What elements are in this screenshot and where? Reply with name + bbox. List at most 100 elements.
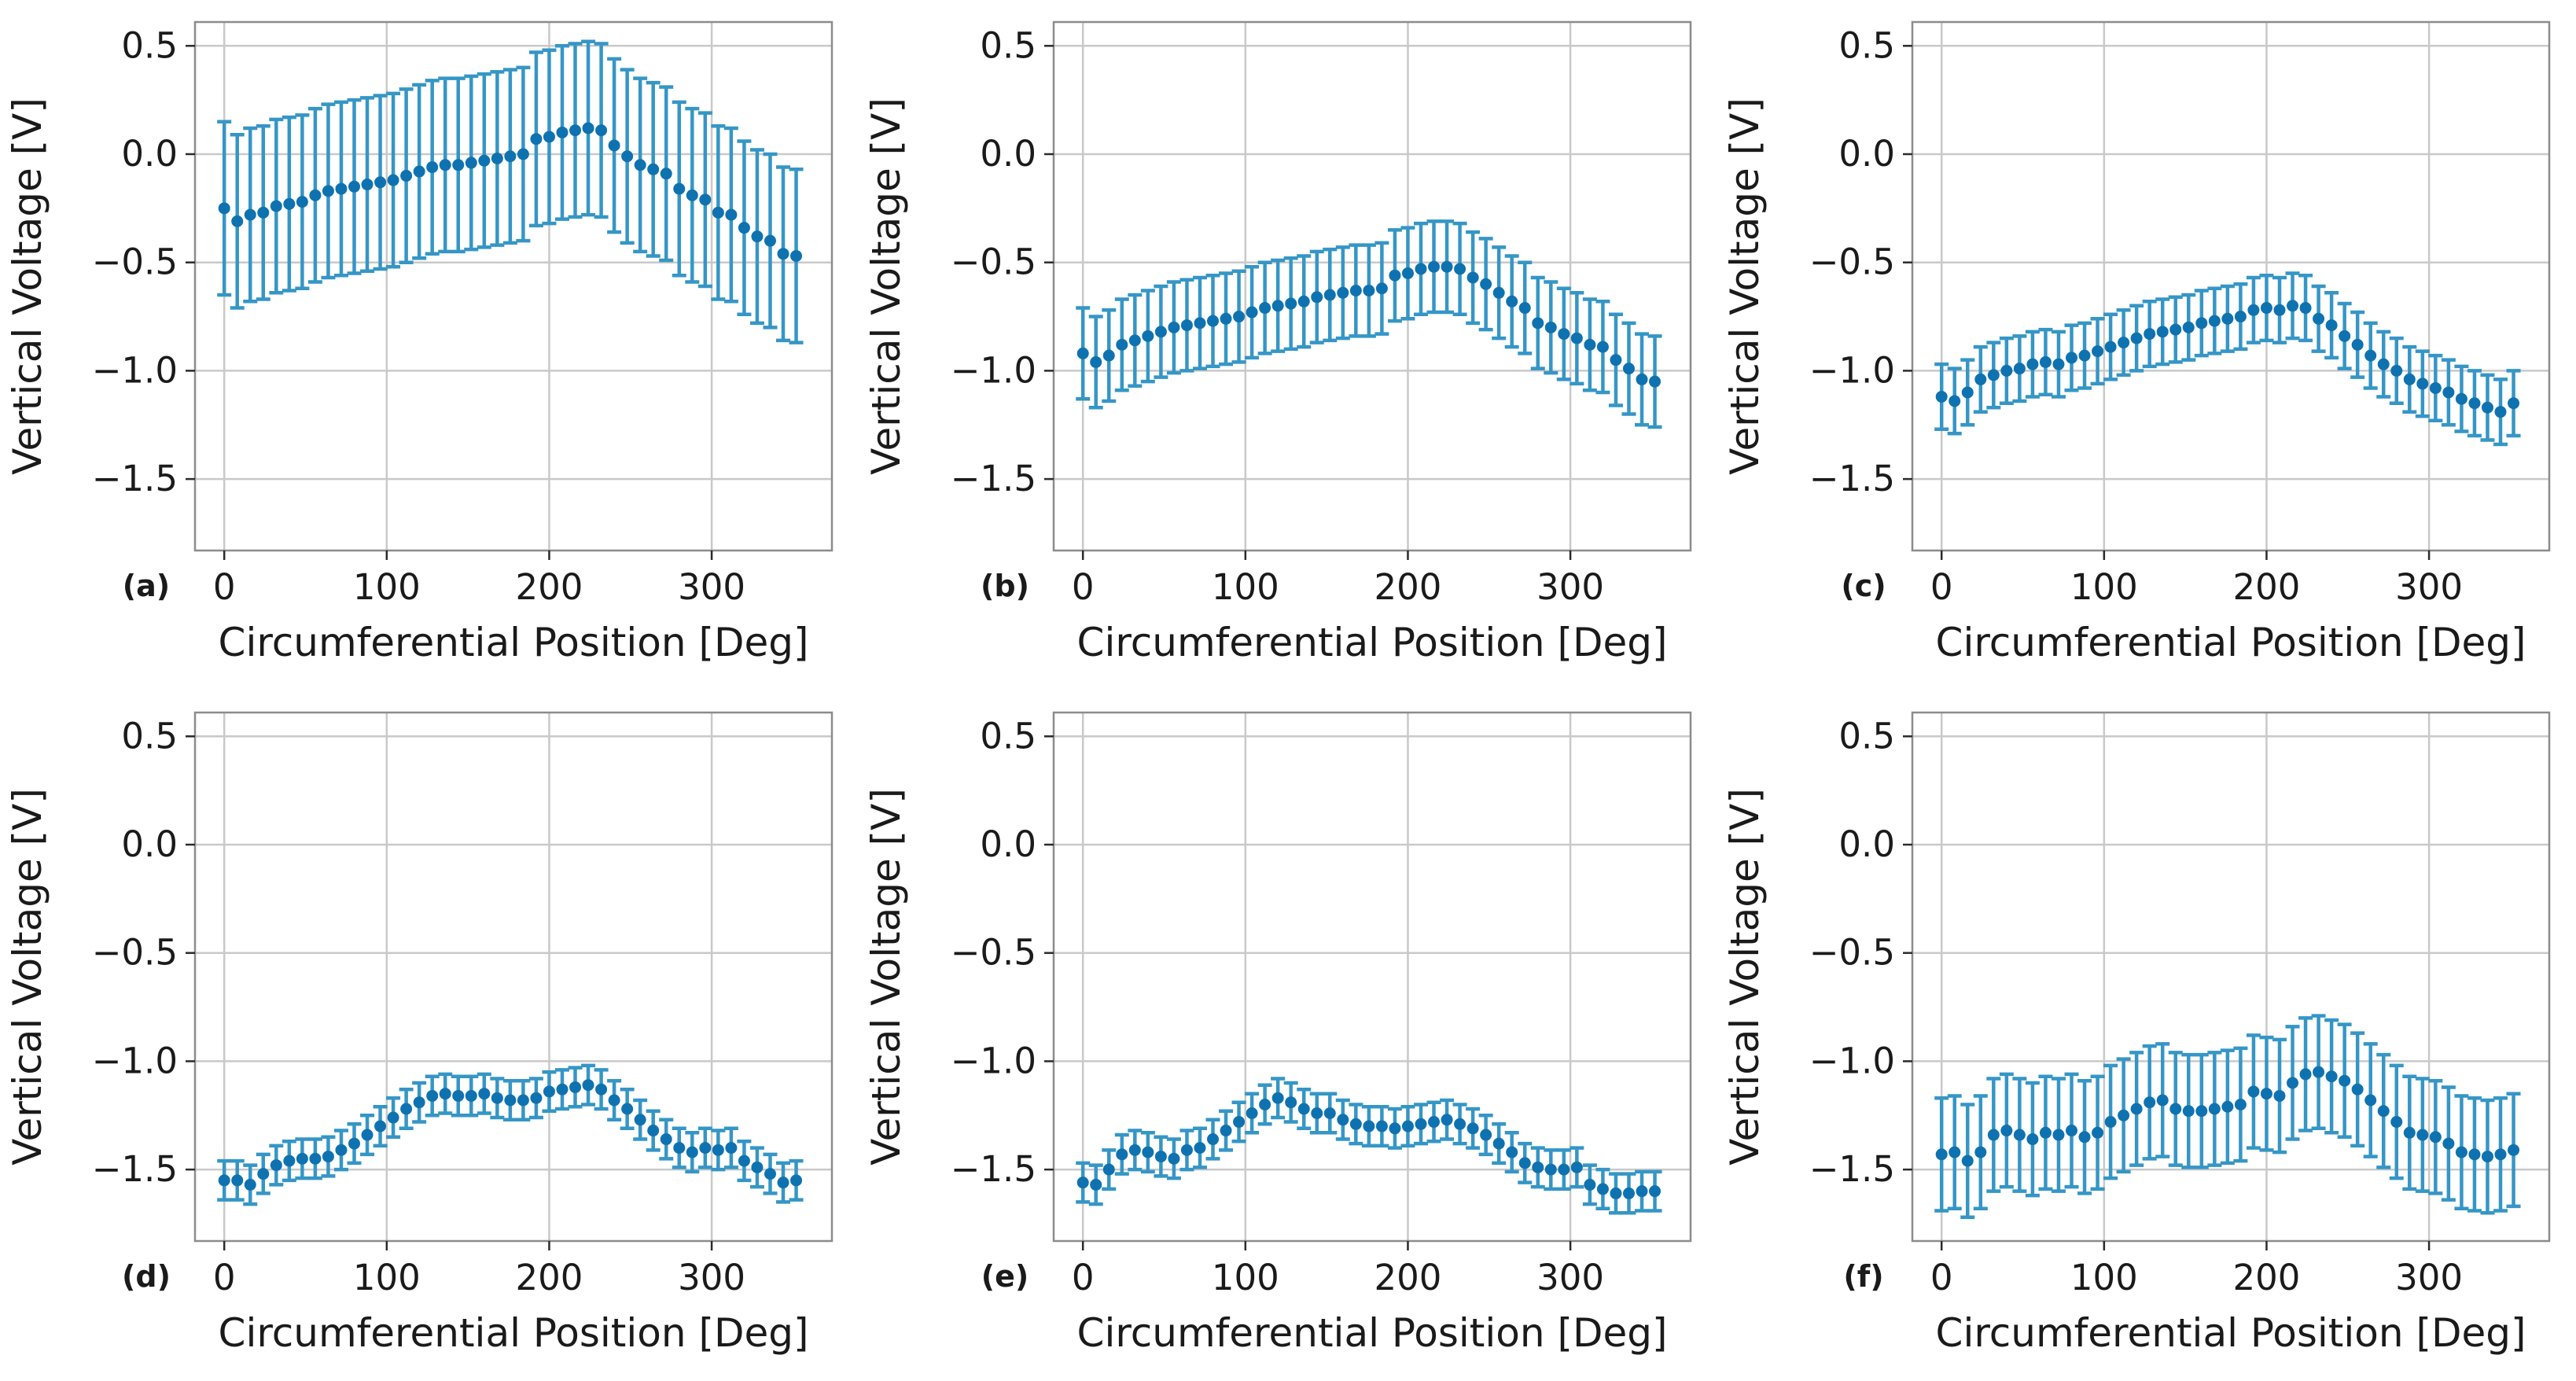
data-point <box>2481 401 2493 414</box>
data-point <box>2182 1105 2195 1118</box>
data-point <box>1466 271 1479 284</box>
data-point <box>1466 1122 1479 1135</box>
data-point <box>777 248 789 260</box>
panel-b: 0 100 200 300 0.5 0.0 −0.5 −1.0 −1.5 Vertical Vol… <box>859 0 1717 690</box>
data-point <box>1428 1116 1441 1129</box>
data-point <box>2273 304 2286 316</box>
data-point <box>2013 363 2026 375</box>
data-point <box>660 1133 672 1146</box>
data-point <box>2260 302 2272 315</box>
data-point <box>400 1103 413 1115</box>
data-point <box>1297 1103 1310 1115</box>
data-point <box>361 179 374 191</box>
data-point <box>257 1168 270 1180</box>
data-point <box>231 1174 244 1187</box>
data-point <box>491 153 503 165</box>
data-point <box>2273 1089 2286 1102</box>
data-point <box>309 1152 322 1165</box>
data-point <box>1168 1152 1180 1165</box>
data-point <box>2325 319 2338 332</box>
data-point <box>2000 364 2013 377</box>
plot-border <box>1911 20 2551 552</box>
data-point <box>1949 1146 1961 1158</box>
panel-letter: (b) <box>981 569 1029 603</box>
data-point <box>686 189 698 201</box>
data-point <box>2403 373 2416 385</box>
data-point <box>1428 260 1441 273</box>
x-tick-label: 100 <box>353 566 421 608</box>
x-tick-label: 100 <box>353 1257 421 1298</box>
data-point <box>777 1177 789 1189</box>
data-point <box>1610 1187 1622 1199</box>
data-point <box>517 148 529 160</box>
data-point <box>1142 330 1154 342</box>
data-point <box>2313 312 2325 325</box>
data-point <box>2156 1094 2169 1107</box>
data-point <box>1415 263 1427 275</box>
y-axis-label: Vertical Voltage [V] <box>1722 98 1768 475</box>
data-point <box>738 222 750 234</box>
y-tick-label: −0.5 <box>92 241 178 283</box>
x-tick-label: 300 <box>2395 566 2463 608</box>
data-point <box>2325 1070 2338 1083</box>
data-point <box>309 189 322 201</box>
data-point <box>1323 1107 1336 1120</box>
data-point <box>699 193 712 206</box>
data-point <box>1128 334 1141 347</box>
data-point <box>2260 1088 2272 1100</box>
data-point <box>1415 1118 1427 1130</box>
data-point <box>283 197 296 210</box>
x-tick-label: 200 <box>2233 1257 2301 1298</box>
data-point <box>1090 355 1102 368</box>
y-tick-label: 0.5 <box>980 24 1036 66</box>
data-point <box>2429 381 2442 394</box>
data-point <box>504 150 517 163</box>
data-point <box>1337 286 1349 299</box>
axis-ticks: 0 100 200 300 0.5 0.0 −0.5 −1.0 −1.5 <box>951 715 1604 1298</box>
data-point <box>1363 1120 1375 1132</box>
data-point <box>2247 1085 2260 1098</box>
data-point <box>1480 278 1492 290</box>
y-tick-label: −1.5 <box>1809 458 1895 499</box>
data-point <box>621 1103 634 1115</box>
data-point <box>1102 349 1115 362</box>
panel-c: 0 100 200 300 0.5 0.0 −0.5 −1.0 −1.5 Vertical Vol… <box>1717 0 2576 690</box>
data-point <box>712 206 724 219</box>
x-tick-label: 300 <box>2395 1257 2463 1298</box>
data-point <box>374 1120 387 1132</box>
x-tick-label: 300 <box>678 1257 745 1298</box>
data-point <box>1558 1163 1570 1176</box>
data-point <box>218 1174 230 1187</box>
data-point <box>1401 267 1414 279</box>
axis-ticks: 0 100 200 300 0.5 0.0 −0.5 −1.0 −1.5 <box>951 24 1604 608</box>
x-tick-label: 0 <box>1930 1257 1953 1298</box>
data-point <box>2416 1129 2429 1141</box>
data-point <box>608 139 620 152</box>
data-point <box>1323 289 1336 301</box>
data-point <box>2208 1103 2221 1115</box>
data-point <box>1961 1155 1974 1167</box>
data-point <box>413 165 425 178</box>
data-point <box>2039 355 2052 368</box>
data-point <box>1180 319 1193 332</box>
y-tick-label: 0.0 <box>980 133 1036 175</box>
x-tick-label: 300 <box>1536 566 1604 608</box>
data-point <box>556 1083 569 1096</box>
data-point <box>2377 1105 2390 1118</box>
y-tick-label: −1.0 <box>951 349 1036 391</box>
panel-f: 0 100 200 300 0.5 0.0 −0.5 −1.0 −1.5 Vertical Vol… <box>1717 690 2576 1381</box>
data-point <box>244 208 256 221</box>
data-point <box>1142 1146 1154 1158</box>
data-point <box>2287 300 2299 312</box>
y-tick-label: 0.5 <box>121 715 178 757</box>
data-point <box>1154 1151 1167 1163</box>
data-point <box>1337 1114 1349 1126</box>
data-point <box>1259 302 1271 315</box>
axis-ticks: 0 100 200 300 0.5 0.0 −0.5 −1.0 −1.5 <box>1809 24 2463 608</box>
chart-b: 0 100 200 300 0.5 0.0 −0.5 −1.0 −1.5 Vertical Vol… <box>863 20 1692 665</box>
x-tick-label: 0 <box>1072 1257 1095 1298</box>
data-point <box>530 1092 543 1104</box>
data-point <box>2377 358 2390 370</box>
y-tick-label: −1.5 <box>1809 1148 1895 1190</box>
data-point <box>1636 373 1648 385</box>
